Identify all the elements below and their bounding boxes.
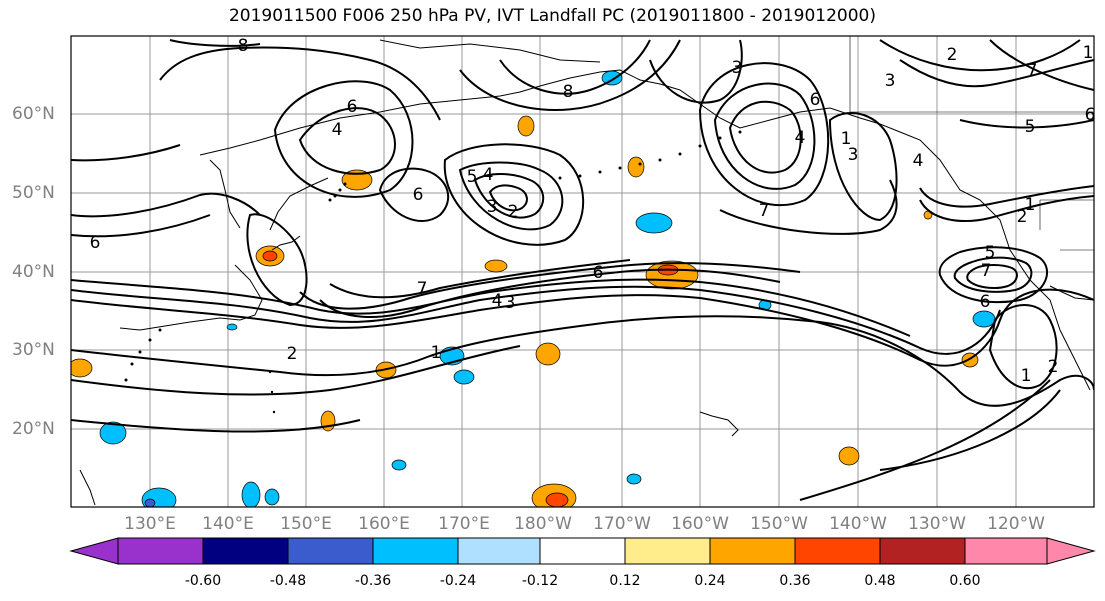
contour-label: 6 <box>980 292 991 312</box>
contour-label: 3 <box>505 293 516 313</box>
colorbar-swatch <box>624 537 711 565</box>
contour-label: 3 <box>848 145 859 165</box>
lon-label: 130°E <box>124 514 176 534</box>
lon-label: 130°W <box>908 514 966 534</box>
contour-label: 3 <box>487 197 498 217</box>
colorbar-swatch <box>372 537 459 565</box>
colorbar-swatch <box>287 537 374 565</box>
contour-label: 2 <box>947 45 958 65</box>
contour-label: 8 <box>563 82 574 102</box>
contour-label: 7 <box>417 279 428 299</box>
colorbar-swatch <box>964 537 1048 565</box>
colorbar-tick-label: 0.48 <box>864 573 896 589</box>
lat-label: 60°N <box>12 104 55 124</box>
lon-label: 140°E <box>202 514 254 534</box>
contour-label: 1 <box>431 343 442 363</box>
coastlines <box>79 39 1094 506</box>
map-frame <box>70 35 1095 508</box>
contour-label: 6 <box>1085 105 1096 125</box>
colorbar-swatch <box>709 537 796 565</box>
lon-label: 180°W <box>514 514 572 534</box>
colorbar-tick-label: -0.48 <box>269 573 307 589</box>
lon-label: 160°E <box>358 514 410 534</box>
contour-label: 5 <box>467 167 478 187</box>
contour-label: 2 <box>1017 207 1028 227</box>
colorbar-tick-label: 0.24 <box>694 573 726 589</box>
colorbar-swatch <box>457 537 541 565</box>
colorbar-tick-label: -0.12 <box>521 573 559 589</box>
contour-label: 6 <box>347 97 358 117</box>
lon-label: 170°E <box>438 514 490 534</box>
contour-label: 1 <box>841 129 852 149</box>
lon-label: 170°W <box>593 514 651 534</box>
contour-label: 1 <box>1021 366 1032 386</box>
lat-label: 20°N <box>12 419 55 439</box>
contour-label: 4 <box>483 165 494 185</box>
colorbar-extend-right <box>1046 537 1096 565</box>
contour-label: 4 <box>795 128 806 148</box>
colorbar-tick-label: -0.24 <box>439 573 477 589</box>
contour-label: 4 <box>492 291 503 311</box>
map-title: 2019011500 F006 250 hPa PV, IVT Landfall… <box>228 6 876 26</box>
contour-label: 6 <box>810 90 821 110</box>
contour-label: 5 <box>1025 117 1036 137</box>
lat-label: 30°N <box>12 340 55 360</box>
lat-label: 50°N <box>12 183 55 203</box>
colorbar-swatch <box>539 537 626 565</box>
colorbar-tick-label: 0.60 <box>949 573 981 589</box>
contour-label: 3 <box>885 71 896 91</box>
lon-label: 160°W <box>671 514 729 534</box>
contour-label: 2 <box>287 344 298 364</box>
contour-label: 3 <box>732 58 743 78</box>
contour-label: 1 <box>1025 195 1036 215</box>
contour-label: 1 <box>1083 43 1094 63</box>
colorbar-extend-left <box>69 537 119 565</box>
colorbar-swatch <box>117 537 204 565</box>
contour-label: 8 <box>238 36 249 56</box>
lat-label: 40°N <box>12 262 55 282</box>
colorbar-tick-label: 0.12 <box>609 573 641 589</box>
lon-label: 140°W <box>829 514 887 534</box>
colorbar-tick-label: -0.60 <box>184 573 222 589</box>
colorbar-swatch <box>202 537 289 565</box>
colorbar-tick-label: 0.36 <box>779 573 811 589</box>
colorbar-tick-label: -0.36 <box>354 573 392 589</box>
contour-label: 6 <box>413 185 424 205</box>
contour-label: 5 <box>985 243 996 263</box>
colorbar <box>69 537 1096 565</box>
contour-label: 6 <box>593 263 604 283</box>
contour-labels: 8 6 4 6 6 5 4 3 2 8 3 7 6 4 7 4 3 1 2 3 … <box>90 36 1096 386</box>
contour-label: 7 <box>759 201 770 221</box>
contour-label: 7 <box>1027 61 1038 81</box>
lon-label: 150°W <box>750 514 808 534</box>
contour-label: 7 <box>981 261 992 281</box>
colorbar-swatch <box>794 537 881 565</box>
contour-label: 4 <box>332 120 343 140</box>
contour-label: 2 <box>1048 357 1059 377</box>
lon-label: 150°E <box>280 514 332 534</box>
ivt-shading <box>71 70 996 507</box>
contour-label: 2 <box>508 202 519 222</box>
contour-label: 6 <box>90 233 101 253</box>
island-chains <box>124 130 742 414</box>
colorbar-swatch <box>879 537 966 565</box>
pv-contours <box>71 39 1094 501</box>
lon-label: 120°W <box>987 514 1045 534</box>
contour-label: 4 <box>913 151 924 171</box>
